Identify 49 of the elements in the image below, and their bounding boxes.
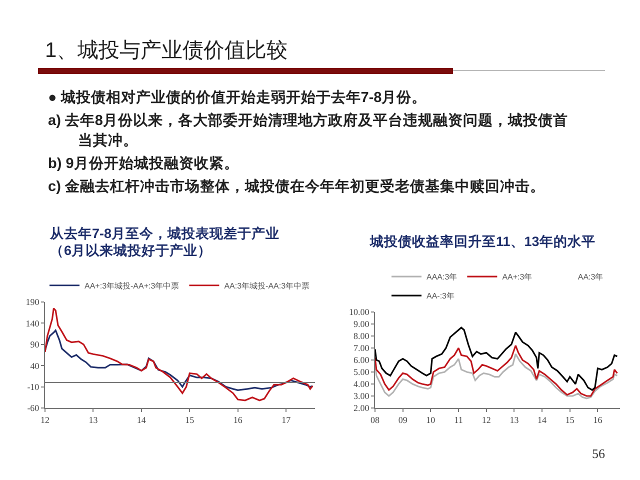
text: c) 金融去杠杆冲击市场整体，城投债在今年年初更受老债基集中赎回冲击。 xyxy=(48,178,546,197)
y-tick-label: 7.00 xyxy=(353,343,370,354)
legend-label: AAA:3年 xyxy=(426,272,458,282)
x-tick-label: 13 xyxy=(88,414,98,425)
text: b) 9月份开始城投融资收紧。 xyxy=(48,154,240,174)
x-tick-label: 16 xyxy=(593,414,603,425)
x-tick-label: 14 xyxy=(538,414,548,425)
x-tick-label: 08 xyxy=(370,414,380,425)
line-series xyxy=(375,353,618,400)
line-series xyxy=(45,308,314,402)
chart-title: 城投债收益率回升至11、13年的水平 xyxy=(368,233,596,250)
x-tick-label: 17 xyxy=(282,414,292,425)
line-series xyxy=(375,326,618,391)
text: 1、城投与产业债价值比较 xyxy=(45,38,288,64)
y-tick-label: -10 xyxy=(27,382,40,392)
legend-label: AA-:3年 xyxy=(426,292,455,301)
y-tick-label: 4.00 xyxy=(353,379,370,390)
y-tick-label: 2.00 xyxy=(353,403,370,414)
y-tick-label: 90 xyxy=(30,340,40,350)
legend-label: AA:3年城投-AA:3年中票 xyxy=(224,282,310,290)
text: ● 城投债相对产业债的价值开始走弱开始于去年7-8月份。 xyxy=(48,88,428,108)
x-tick-label: 12 xyxy=(40,414,50,425)
x-tick-label: 15 xyxy=(185,414,195,425)
y-tick-label: 6.00 xyxy=(353,355,370,366)
x-tick-label: 10 xyxy=(426,414,436,425)
x-tick-label: 12 xyxy=(482,414,491,425)
y-tick-label: 9.00 xyxy=(353,319,370,330)
y-tick-label: 8.00 xyxy=(353,331,370,342)
x-tick-label: 14 xyxy=(136,414,146,425)
x-tick-label: 11 xyxy=(454,414,463,425)
y-tick-label: -60 xyxy=(27,403,40,414)
y-tick-label: 140 xyxy=(26,318,40,328)
legend-label: AA+:3年 xyxy=(502,272,532,282)
x-tick-label: 15 xyxy=(565,414,575,425)
text: a) 去年8月份以来，各大部委开始清理地方政府及平台违规融资问题，城投债首当其冲。 xyxy=(48,111,568,151)
legend-label: AA+:3年城投-AA+:3年中票 xyxy=(84,282,180,290)
y-tick-label: 10.00 xyxy=(348,307,370,318)
y-tick-label: 40 xyxy=(30,360,40,371)
x-tick-label: 13 xyxy=(510,414,520,425)
chart-title: 从去年7-8月至今，城投表现差于产业（6月以来城投好于产业） xyxy=(48,225,281,259)
y-tick-label: 3.00 xyxy=(353,391,370,402)
x-tick-label: 09 xyxy=(398,414,408,425)
y-tick-label: 5.00 xyxy=(353,367,370,378)
line-series xyxy=(45,330,314,391)
text: AA:3年 xyxy=(578,272,604,282)
line-series xyxy=(375,344,618,397)
text: 56 xyxy=(592,446,605,462)
y-tick-label: 190 xyxy=(26,297,40,308)
x-tick-label: 16 xyxy=(233,414,243,425)
